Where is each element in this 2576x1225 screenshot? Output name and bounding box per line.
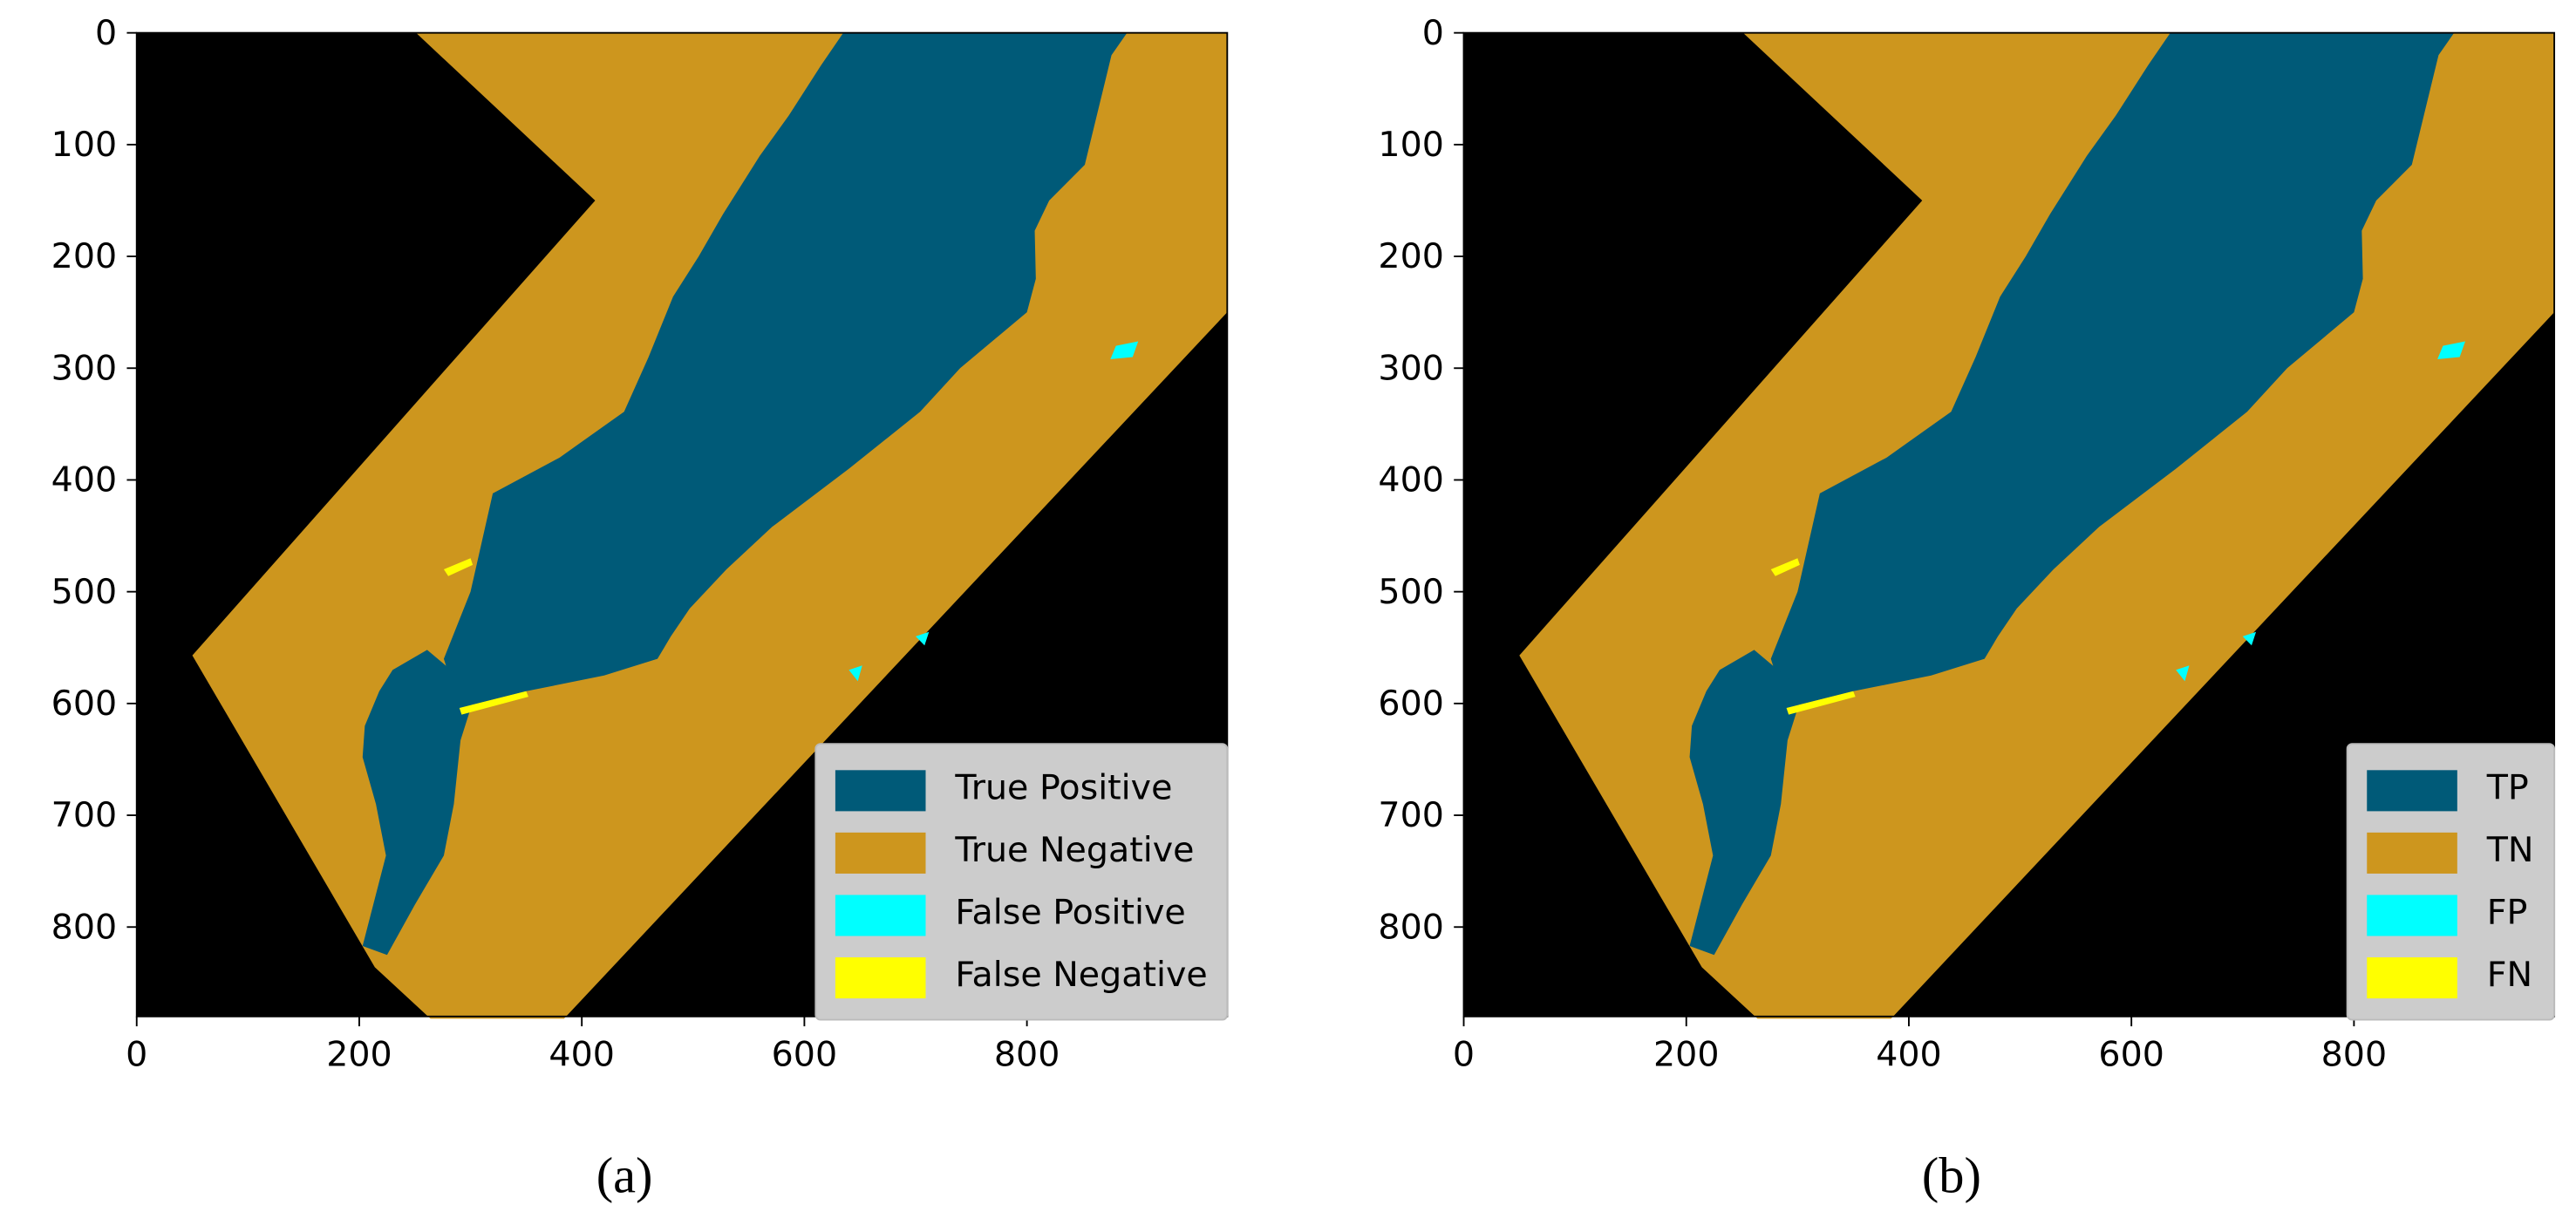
x-tick-label: 600 (2098, 1034, 2164, 1074)
legend: True Positive True Negative False Positive… (814, 743, 1229, 1021)
legend-patch (835, 770, 926, 812)
legend-box (814, 743, 1229, 1021)
y-tick-label: 0 (1422, 13, 1444, 53)
legend-patch (2367, 770, 2457, 812)
legend-label: FP (2487, 893, 2528, 933)
y-tick-label: 800 (51, 907, 117, 947)
legend-patch (2367, 832, 2457, 874)
caption: (a) (596, 1147, 653, 1203)
y-tick-label: 300 (51, 348, 117, 388)
y-tick-label: 600 (51, 684, 117, 724)
y-tick-label: 500 (1378, 572, 1443, 612)
panel: 0 200 400 600 800 0 100 200 300 400 500 600 700 800 TP… (1378, 13, 2556, 1203)
legend-label: False Negative (955, 955, 1207, 995)
legend-label: FN (2487, 955, 2532, 995)
y-tick-label: 600 (1378, 684, 1443, 724)
legend-label: True Positive (954, 767, 1172, 807)
y-tick-label: 700 (51, 795, 117, 835)
x-tick-label: 200 (326, 1034, 392, 1074)
y-tick-label: 100 (1378, 125, 1443, 165)
y-tick-label: 0 (95, 13, 117, 53)
axes-frame (1462, 31, 2556, 1017)
legend: TP TN FP FN (2346, 743, 2556, 1021)
y-tick-label: 200 (1378, 236, 1443, 276)
legend-patch (835, 832, 926, 874)
x-tick-label: 400 (549, 1034, 614, 1074)
y-tick-label: 100 (51, 125, 117, 165)
legend-label: TN (2486, 830, 2534, 870)
legend-patch (2367, 957, 2457, 999)
y-tick-label: 700 (1378, 795, 1443, 835)
caption: (b) (1922, 1147, 1981, 1203)
x-tick-label: 0 (1453, 1034, 1475, 1074)
y-tick-label: 800 (1378, 907, 1443, 947)
y-tick-label: 500 (51, 572, 117, 612)
panel: 0 200 400 600 800 0 100 200 300 400 500 600 700 800 Tr… (51, 13, 1229, 1203)
y-tick-label: 400 (1378, 460, 1443, 500)
legend-patch (2367, 895, 2457, 936)
x-tick-label: 200 (1653, 1034, 1719, 1074)
x-tick-label: 600 (772, 1034, 837, 1074)
x-tick-label: 800 (994, 1034, 1060, 1074)
legend-box (2346, 743, 2556, 1021)
legend-label: TP (2486, 767, 2529, 807)
x-tick-label: 0 (126, 1034, 147, 1074)
legend-label: False Positive (955, 893, 1185, 933)
x-tick-label: 400 (1876, 1034, 1941, 1074)
y-tick-label: 300 (1378, 348, 1443, 388)
y-tick-label: 400 (51, 460, 117, 500)
y-tick-label: 200 (51, 236, 117, 276)
legend-patch (835, 957, 926, 999)
axes-frame (135, 31, 1229, 1017)
legend-label: True Negative (954, 830, 1194, 870)
x-tick-label: 800 (2321, 1034, 2387, 1074)
legend-patch (835, 895, 926, 936)
